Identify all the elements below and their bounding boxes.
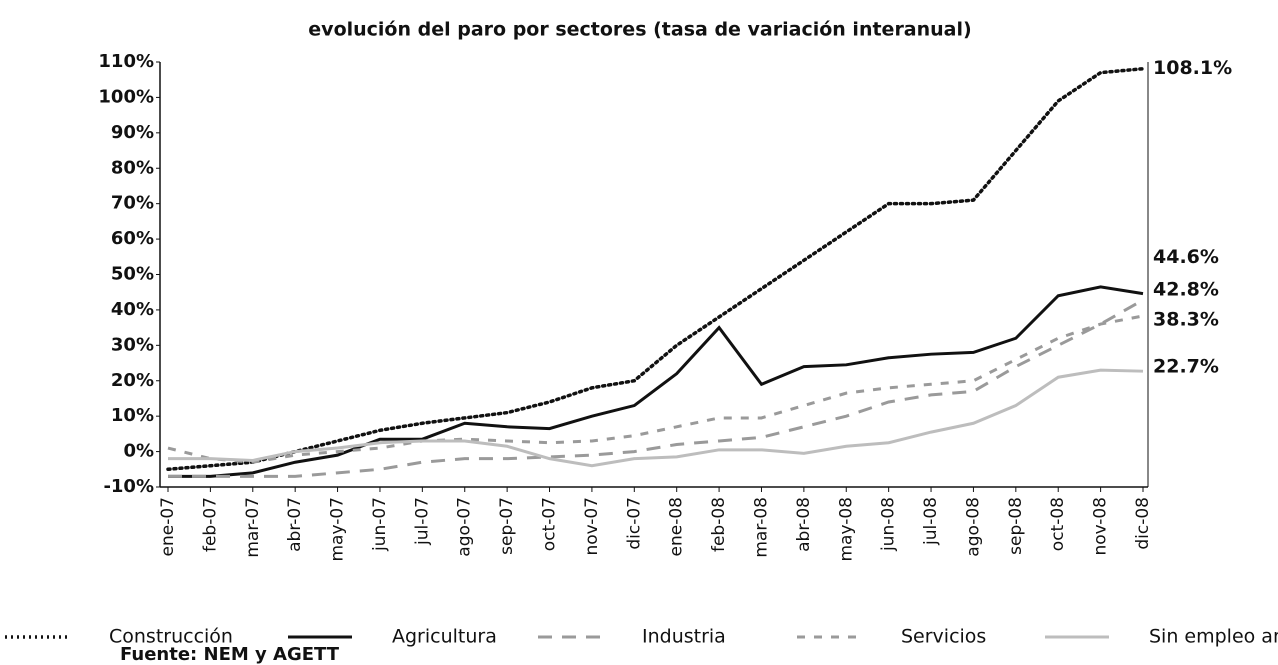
y-tick-label: 100%	[98, 86, 154, 107]
y-tick-label: 110%	[98, 51, 154, 72]
x-tick-label: dic-07	[624, 497, 644, 550]
x-tick-label: feb-08	[709, 497, 729, 552]
legend-label: Industria	[642, 626, 726, 648]
x-tick-label: dic-08	[1133, 497, 1153, 550]
y-tick-label: 80%	[111, 157, 154, 178]
x-tick-label: nov-07	[582, 497, 602, 556]
value-label: 44.6%	[1153, 246, 1219, 268]
series-line	[168, 368, 1144, 468]
y-tick-label: 50%	[111, 264, 154, 285]
x-tick-label: ago-08	[963, 497, 983, 557]
x-tick-label: feb-07	[200, 497, 220, 552]
series-line	[168, 285, 1144, 478]
y-tick-label: 40%	[111, 299, 154, 320]
series-line	[168, 298, 1144, 478]
x-tick-label: sep-08	[1006, 497, 1026, 555]
x-tick-label: nov-08	[1091, 497, 1111, 556]
legend-label: Servicios	[901, 626, 986, 648]
y-tick-label: 60%	[111, 228, 154, 249]
value-label: 108.1%	[1153, 57, 1232, 79]
x-tick-label: jun-08	[879, 497, 899, 552]
x-tick-label: abr-07	[285, 497, 305, 552]
x-tick-label: oct-07	[540, 497, 560, 551]
y-tick-label: -10%	[103, 476, 154, 497]
x-tick-label: jul-08	[921, 497, 941, 546]
series-line	[167, 314, 1144, 464]
x-tick-label: ago-07	[455, 497, 475, 557]
source: Fuente: NEM y AGETT	[120, 644, 340, 665]
x-tick-label: jul-07	[412, 497, 432, 546]
y-tick-label: 90%	[111, 122, 154, 143]
value-label: 42.8%	[1153, 279, 1219, 301]
x-tick-label: oct-08	[1048, 497, 1068, 551]
legend-label: Agricultura	[392, 626, 497, 648]
x-tick-label: may-08	[836, 497, 856, 562]
y-tick-label: 20%	[111, 370, 154, 391]
y-tick-label: 70%	[111, 193, 154, 214]
value-label: 38.3%	[1153, 308, 1219, 330]
legend-label: Construcción	[109, 626, 233, 648]
x-tick-label: abr-08	[794, 497, 814, 552]
x-tick-label: may-07	[328, 497, 348, 562]
x-tick-label: ene-07	[158, 497, 178, 556]
x-tick-label: mar-08	[751, 497, 771, 558]
series-line	[166, 66, 1145, 472]
x-tick-label: mar-07	[243, 497, 263, 558]
chart-title: evolución del paro por sectores (tasa de…	[308, 19, 971, 41]
value-label: 22.7%	[1153, 356, 1219, 378]
legend-label: Sin empleo anterior	[1149, 626, 1278, 648]
y-tick-label: 0%	[123, 441, 154, 462]
x-tick-label: ene-08	[667, 497, 687, 556]
y-tick-label: 30%	[111, 334, 154, 355]
y-tick-label: 10%	[111, 405, 154, 426]
x-tick-label: jun-07	[370, 497, 390, 552]
x-tick-label: sep-07	[497, 497, 517, 555]
